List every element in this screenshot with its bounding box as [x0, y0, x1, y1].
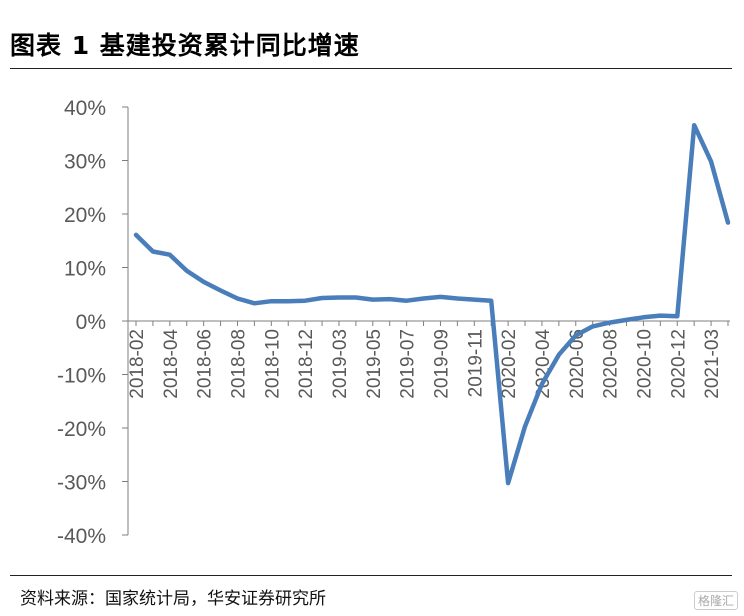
x-tick-label: 2020-06 — [567, 329, 588, 399]
x-tick-label: 2018-12 — [296, 329, 317, 399]
y-tick-label: 40% — [64, 97, 106, 120]
x-tick-label: 2020-04 — [533, 329, 554, 399]
y-tick-label: 20% — [64, 204, 106, 227]
x-tick-label: 2019-07 — [398, 329, 419, 399]
y-tick-label: 10% — [64, 258, 106, 281]
x-tick-label: 2021-03 — [702, 329, 723, 399]
y-tick-label: -20% — [57, 418, 106, 441]
y-tick-label: -40% — [57, 525, 106, 548]
watermark-logo: 格隆汇 — [693, 591, 738, 610]
x-tick-label: 2018-10 — [262, 329, 283, 399]
y-tick-label: 0% — [76, 311, 106, 334]
x-tick-label: 2019-05 — [364, 329, 385, 399]
x-tick-label: 2018-02 — [127, 329, 148, 399]
title-divider — [10, 68, 732, 69]
x-tick-label: 2020-12 — [668, 329, 689, 399]
x-tick-label: 2018-06 — [195, 329, 216, 399]
line-chart: 40% 30% 20% 10% 0% -10% -20% -30% -40% 2018-02 201… — [57, 97, 731, 548]
y-tick-label: -10% — [57, 365, 106, 388]
x-tick-label: 2020-02 — [499, 329, 520, 399]
x-tick-label: 2019-03 — [330, 329, 351, 399]
x-tick-label: 2019-11 — [465, 329, 486, 397]
x-tick-label: 2018-04 — [161, 329, 182, 399]
y-tick-label: 30% — [64, 151, 106, 174]
x-tick-label: 2019-09 — [431, 329, 452, 399]
y-tick-label: -30% — [57, 472, 106, 495]
source-note: 资料来源：国家统计局，华安证券研究所 — [20, 589, 326, 609]
x-tick-label: 2020-08 — [601, 329, 622, 399]
source-divider — [10, 575, 732, 576]
series-line — [133, 122, 731, 486]
x-tick-label: 2020-10 — [634, 329, 655, 399]
figure-title: 图表 1 基建投资累计同比增速 — [10, 31, 360, 60]
x-tick-label: 2018-08 — [228, 329, 249, 399]
